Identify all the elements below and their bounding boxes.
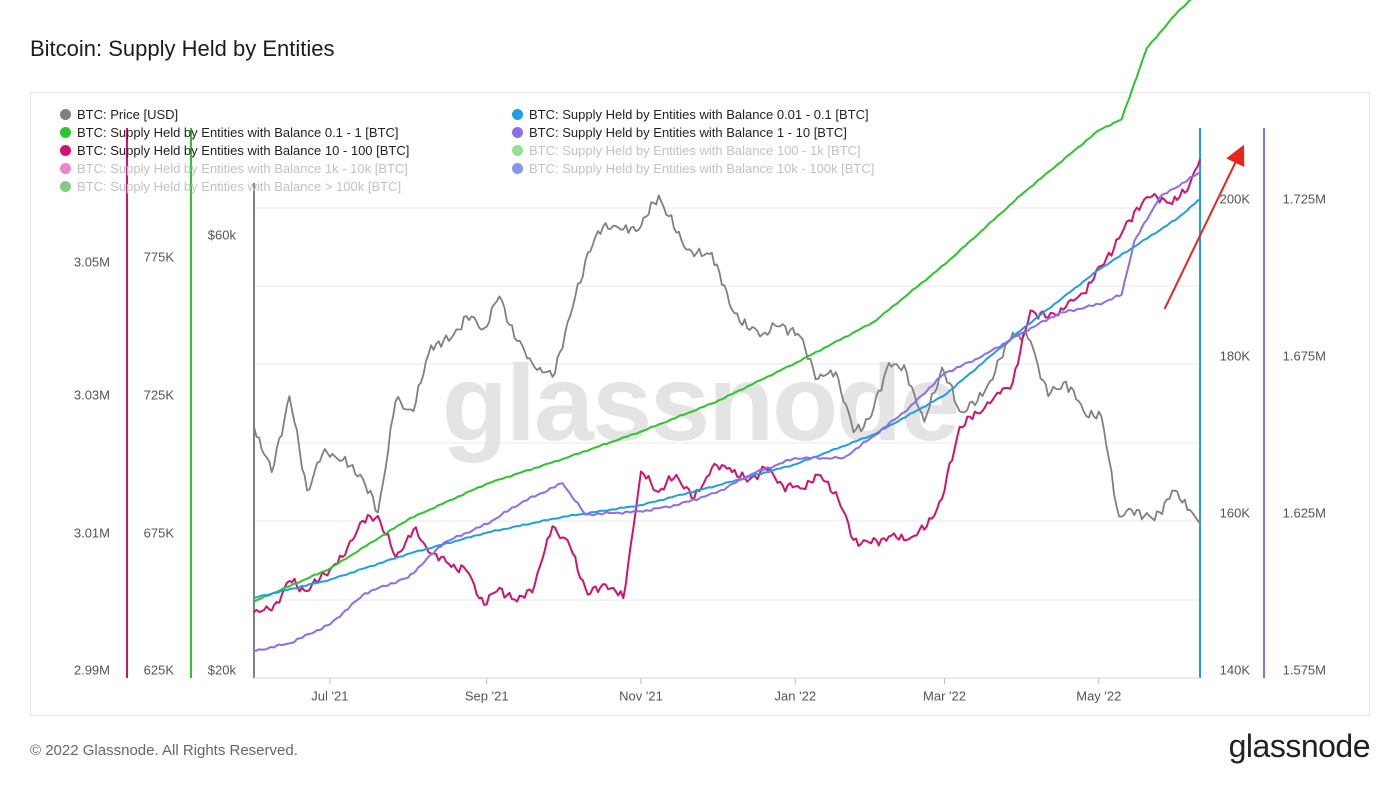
legend-label: BTC: Price [USD] bbox=[77, 107, 179, 122]
legend-label: BTC: Supply Held by Entities with Balanc… bbox=[529, 107, 869, 122]
tick-label-green: 625K bbox=[144, 662, 175, 677]
tick-label-green: 775K bbox=[144, 249, 175, 264]
tick-label-magenta: 3.01M bbox=[74, 525, 110, 540]
tick-label-blue: 200K bbox=[1220, 191, 1251, 206]
series-line-green bbox=[253, 0, 1192, 603]
legend-item[interactable]: BTC: Supply Held by Entities with Balanc… bbox=[512, 161, 874, 176]
legend-label: BTC: Supply Held by Entities with Balanc… bbox=[529, 161, 875, 176]
legend-item[interactable]: BTC: Supply Held by Entities with Balanc… bbox=[60, 179, 401, 194]
tick-label-magenta: 3.03M bbox=[74, 387, 110, 402]
chart-legend: BTC: Price [USD] BTC: Supply Held by Enti… bbox=[60, 107, 960, 202]
legend-dot-icon bbox=[60, 109, 71, 120]
tick-label-blue: 160K bbox=[1220, 505, 1251, 520]
legend-item[interactable]: BTC: Supply Held by Entities with Balanc… bbox=[60, 161, 408, 176]
page-title: Bitcoin: Supply Held by Entities bbox=[30, 36, 335, 61]
tick-label-magenta: 3.05M bbox=[74, 254, 110, 269]
legend-dot-icon bbox=[512, 145, 523, 156]
legend-item[interactable]: BTC: Price [USD] bbox=[60, 107, 178, 122]
x-tick-label: Jan '22 bbox=[775, 688, 817, 703]
tick-label-blue: 140K bbox=[1220, 662, 1251, 677]
tick-label-green: 675K bbox=[144, 525, 175, 540]
series-line-price bbox=[253, 194, 1201, 525]
legend-label: BTC: Supply Held by Entities with Balanc… bbox=[77, 125, 399, 140]
legend-label: BTC: Supply Held by Entities with Balanc… bbox=[529, 143, 861, 158]
x-tick-label: Sep '21 bbox=[465, 688, 509, 703]
x-tick-label: Mar '22 bbox=[923, 688, 966, 703]
legend-label: BTC: Supply Held by Entities with Balanc… bbox=[529, 125, 847, 140]
legend-dot-icon bbox=[60, 127, 71, 138]
series-group bbox=[253, 0, 1201, 653]
x-tick-label: Nov '21 bbox=[619, 688, 663, 703]
copyright-text: © 2022 Glassnode. All Rights Reserved. bbox=[30, 742, 298, 759]
series-line-purple bbox=[253, 171, 1201, 653]
legend-dot-icon bbox=[60, 163, 71, 174]
legend-label: BTC: Supply Held by Entities with Balanc… bbox=[77, 161, 408, 176]
tick-label-purple: 1.725M bbox=[1283, 191, 1326, 206]
glassnode-logo: glassnode bbox=[1228, 728, 1371, 764]
annotation-arrow bbox=[1163, 144, 1245, 310]
legend-label: BTC: Supply Held by Entities with Balanc… bbox=[77, 179, 402, 194]
tick-label-price: $60k bbox=[208, 227, 237, 242]
series-line-blue bbox=[253, 198, 1201, 599]
legend-dot-icon bbox=[60, 145, 71, 156]
gridlines bbox=[254, 207, 1200, 601]
tick-label-magenta: 2.99M bbox=[74, 662, 110, 677]
legend-item[interactable]: BTC: Supply Held by Entities with Balanc… bbox=[512, 107, 869, 122]
legend-dot-icon bbox=[512, 127, 523, 138]
series-line-magenta bbox=[253, 158, 1201, 613]
tick-label-green: 725K bbox=[144, 387, 175, 402]
legend-label: BTC: Supply Held by Entities with Balanc… bbox=[77, 143, 410, 158]
tick-label-purple: 1.625M bbox=[1283, 505, 1326, 520]
tick-label-price: $20k bbox=[208, 662, 237, 677]
legend-item[interactable]: BTC: Supply Held by Entities with Balanc… bbox=[512, 143, 861, 158]
tick-label-blue: 180K bbox=[1220, 348, 1251, 363]
legend-item[interactable]: BTC: Supply Held by Entities with Balanc… bbox=[512, 125, 847, 140]
legend-dot-icon bbox=[60, 181, 71, 192]
x-tick-label: Jul '21 bbox=[311, 688, 348, 703]
legend-item[interactable]: BTC: Supply Held by Entities with Balanc… bbox=[60, 143, 409, 158]
watermark-text: glassnode bbox=[442, 342, 958, 463]
legend-item[interactable]: BTC: Supply Held by Entities with Balanc… bbox=[60, 125, 399, 140]
legend-dot-icon bbox=[512, 163, 523, 174]
x-tick-label: May '22 bbox=[1076, 688, 1121, 703]
tick-label-purple: 1.575M bbox=[1283, 662, 1326, 677]
tick-label-purple: 1.675M bbox=[1283, 348, 1326, 363]
legend-dot-icon bbox=[512, 109, 523, 120]
